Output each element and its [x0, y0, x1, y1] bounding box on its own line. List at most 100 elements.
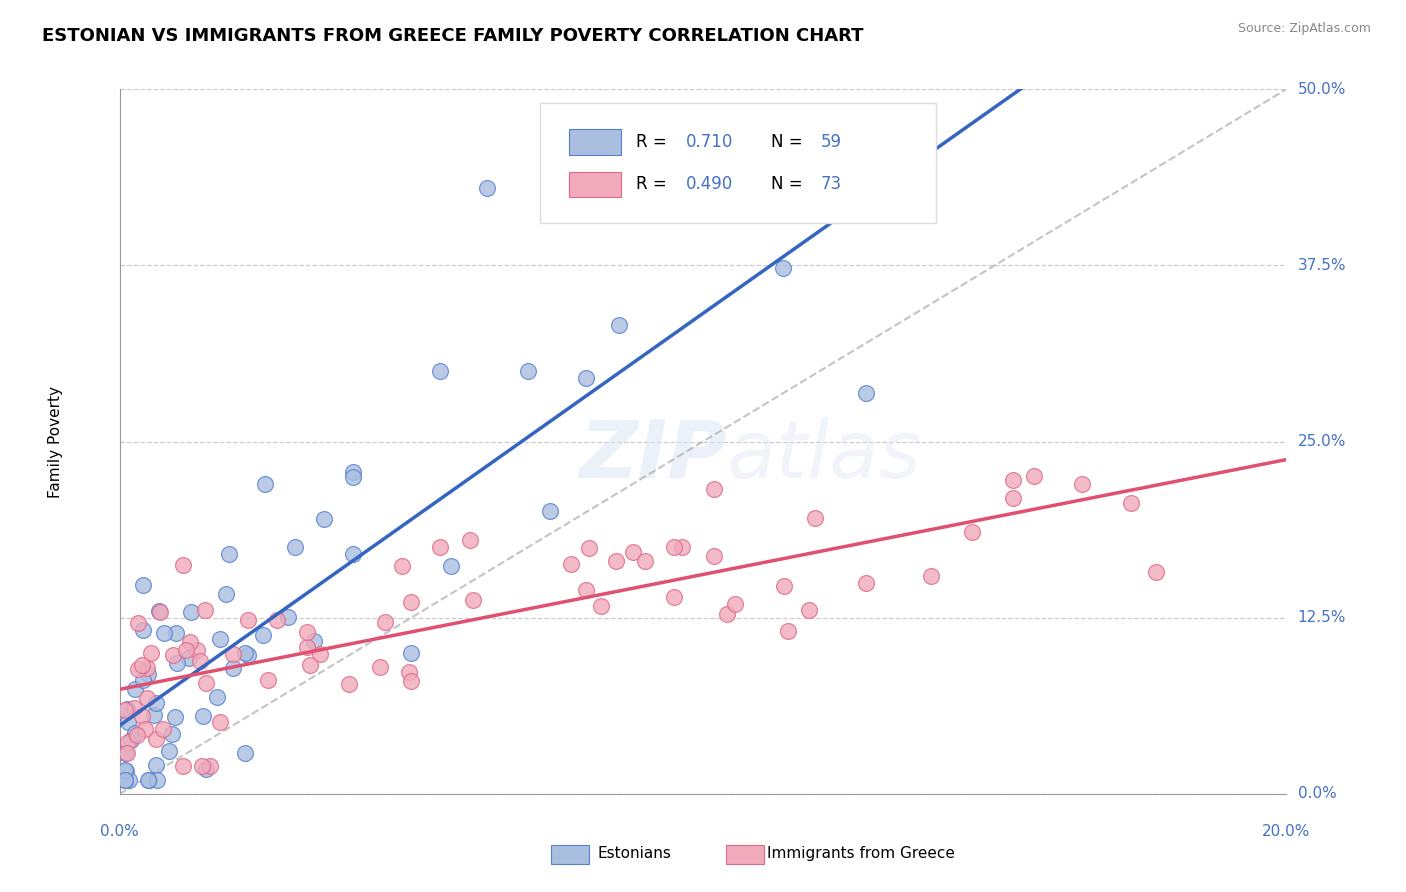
Point — [127, 615, 149, 630]
Point — [1002, 491, 1025, 506]
FancyBboxPatch shape — [569, 171, 621, 197]
Point — [218, 547, 240, 561]
Point — [191, 758, 214, 772]
Point — [1144, 565, 1167, 579]
Point — [605, 554, 627, 568]
Point — [122, 701, 145, 715]
Point — [1001, 474, 1024, 488]
Point — [179, 635, 201, 649]
Point — [855, 575, 877, 590]
Point — [302, 633, 325, 648]
Point — [308, 647, 330, 661]
Point — [724, 597, 747, 611]
Point — [117, 715, 139, 730]
Point — [127, 662, 149, 676]
Point — [609, 318, 631, 332]
FancyBboxPatch shape — [551, 845, 589, 864]
Point — [398, 665, 420, 680]
Point — [463, 593, 485, 607]
Point — [194, 603, 217, 617]
Point — [575, 371, 598, 385]
FancyBboxPatch shape — [540, 103, 936, 223]
Text: 37.5%: 37.5% — [1298, 258, 1346, 273]
Point — [186, 643, 208, 657]
Point — [136, 661, 159, 675]
Text: Immigrants from Greece: Immigrants from Greece — [768, 847, 955, 862]
Point — [662, 590, 685, 604]
Point — [114, 747, 136, 761]
Point — [124, 726, 146, 740]
Text: 0.0%: 0.0% — [1298, 787, 1336, 801]
Point — [920, 569, 942, 583]
Point — [198, 758, 221, 772]
Point — [589, 599, 612, 613]
Text: Estonians: Estonians — [598, 847, 672, 862]
Text: ZIP: ZIP — [579, 417, 727, 495]
Point — [138, 772, 160, 787]
Point — [517, 364, 540, 378]
Point — [560, 558, 582, 572]
Point — [117, 735, 139, 749]
Point — [277, 610, 299, 624]
Point — [337, 677, 360, 691]
Point — [134, 722, 156, 736]
Point — [236, 613, 259, 627]
Text: 0.490: 0.490 — [686, 176, 733, 194]
Point — [114, 772, 136, 787]
Point — [145, 772, 167, 787]
Point — [132, 623, 155, 637]
Text: 0.0%: 0.0% — [100, 824, 139, 839]
Point — [283, 540, 307, 554]
Point — [165, 626, 187, 640]
Point — [1071, 476, 1094, 491]
Text: 20.0%: 20.0% — [1263, 824, 1310, 839]
Point — [399, 674, 422, 689]
Point — [194, 762, 217, 776]
Point — [115, 764, 138, 778]
Text: 25.0%: 25.0% — [1298, 434, 1346, 449]
Point — [855, 386, 877, 401]
Point — [215, 587, 238, 601]
Point — [145, 758, 167, 772]
Point — [208, 632, 231, 647]
FancyBboxPatch shape — [569, 129, 621, 154]
Point — [671, 541, 693, 555]
Point — [374, 615, 396, 630]
Point — [166, 656, 188, 670]
Point — [399, 595, 422, 609]
Text: ESTONIAN VS IMMIGRANTS FROM GREECE FAMILY POVERTY CORRELATION CHART: ESTONIAN VS IMMIGRANTS FROM GREECE FAMIL… — [42, 27, 863, 45]
Point — [578, 541, 600, 556]
Point — [1119, 496, 1142, 510]
Point — [342, 547, 364, 561]
Text: R =: R = — [637, 133, 672, 151]
Text: 0.710: 0.710 — [686, 133, 733, 151]
Point — [633, 554, 655, 568]
Point — [772, 260, 794, 275]
FancyBboxPatch shape — [727, 845, 763, 864]
Point — [962, 524, 984, 539]
Point — [266, 613, 288, 627]
Point — [177, 650, 200, 665]
Point — [804, 511, 827, 525]
Point — [139, 646, 162, 660]
Point — [136, 772, 159, 787]
Point — [391, 559, 413, 574]
Point — [180, 605, 202, 619]
Point — [153, 625, 176, 640]
Point — [118, 772, 141, 787]
Point — [233, 746, 256, 760]
Point — [368, 660, 391, 674]
Text: N =: N = — [770, 133, 807, 151]
Point — [458, 533, 481, 548]
Point — [194, 676, 217, 690]
Text: Source: ZipAtlas.com: Source: ZipAtlas.com — [1237, 22, 1371, 36]
Point — [148, 604, 170, 618]
Point — [295, 625, 318, 640]
Point — [257, 673, 280, 687]
Point — [160, 727, 183, 741]
Point — [114, 703, 136, 717]
Point — [174, 643, 197, 657]
Point — [703, 482, 725, 496]
Point — [233, 646, 256, 660]
Point — [120, 733, 142, 747]
